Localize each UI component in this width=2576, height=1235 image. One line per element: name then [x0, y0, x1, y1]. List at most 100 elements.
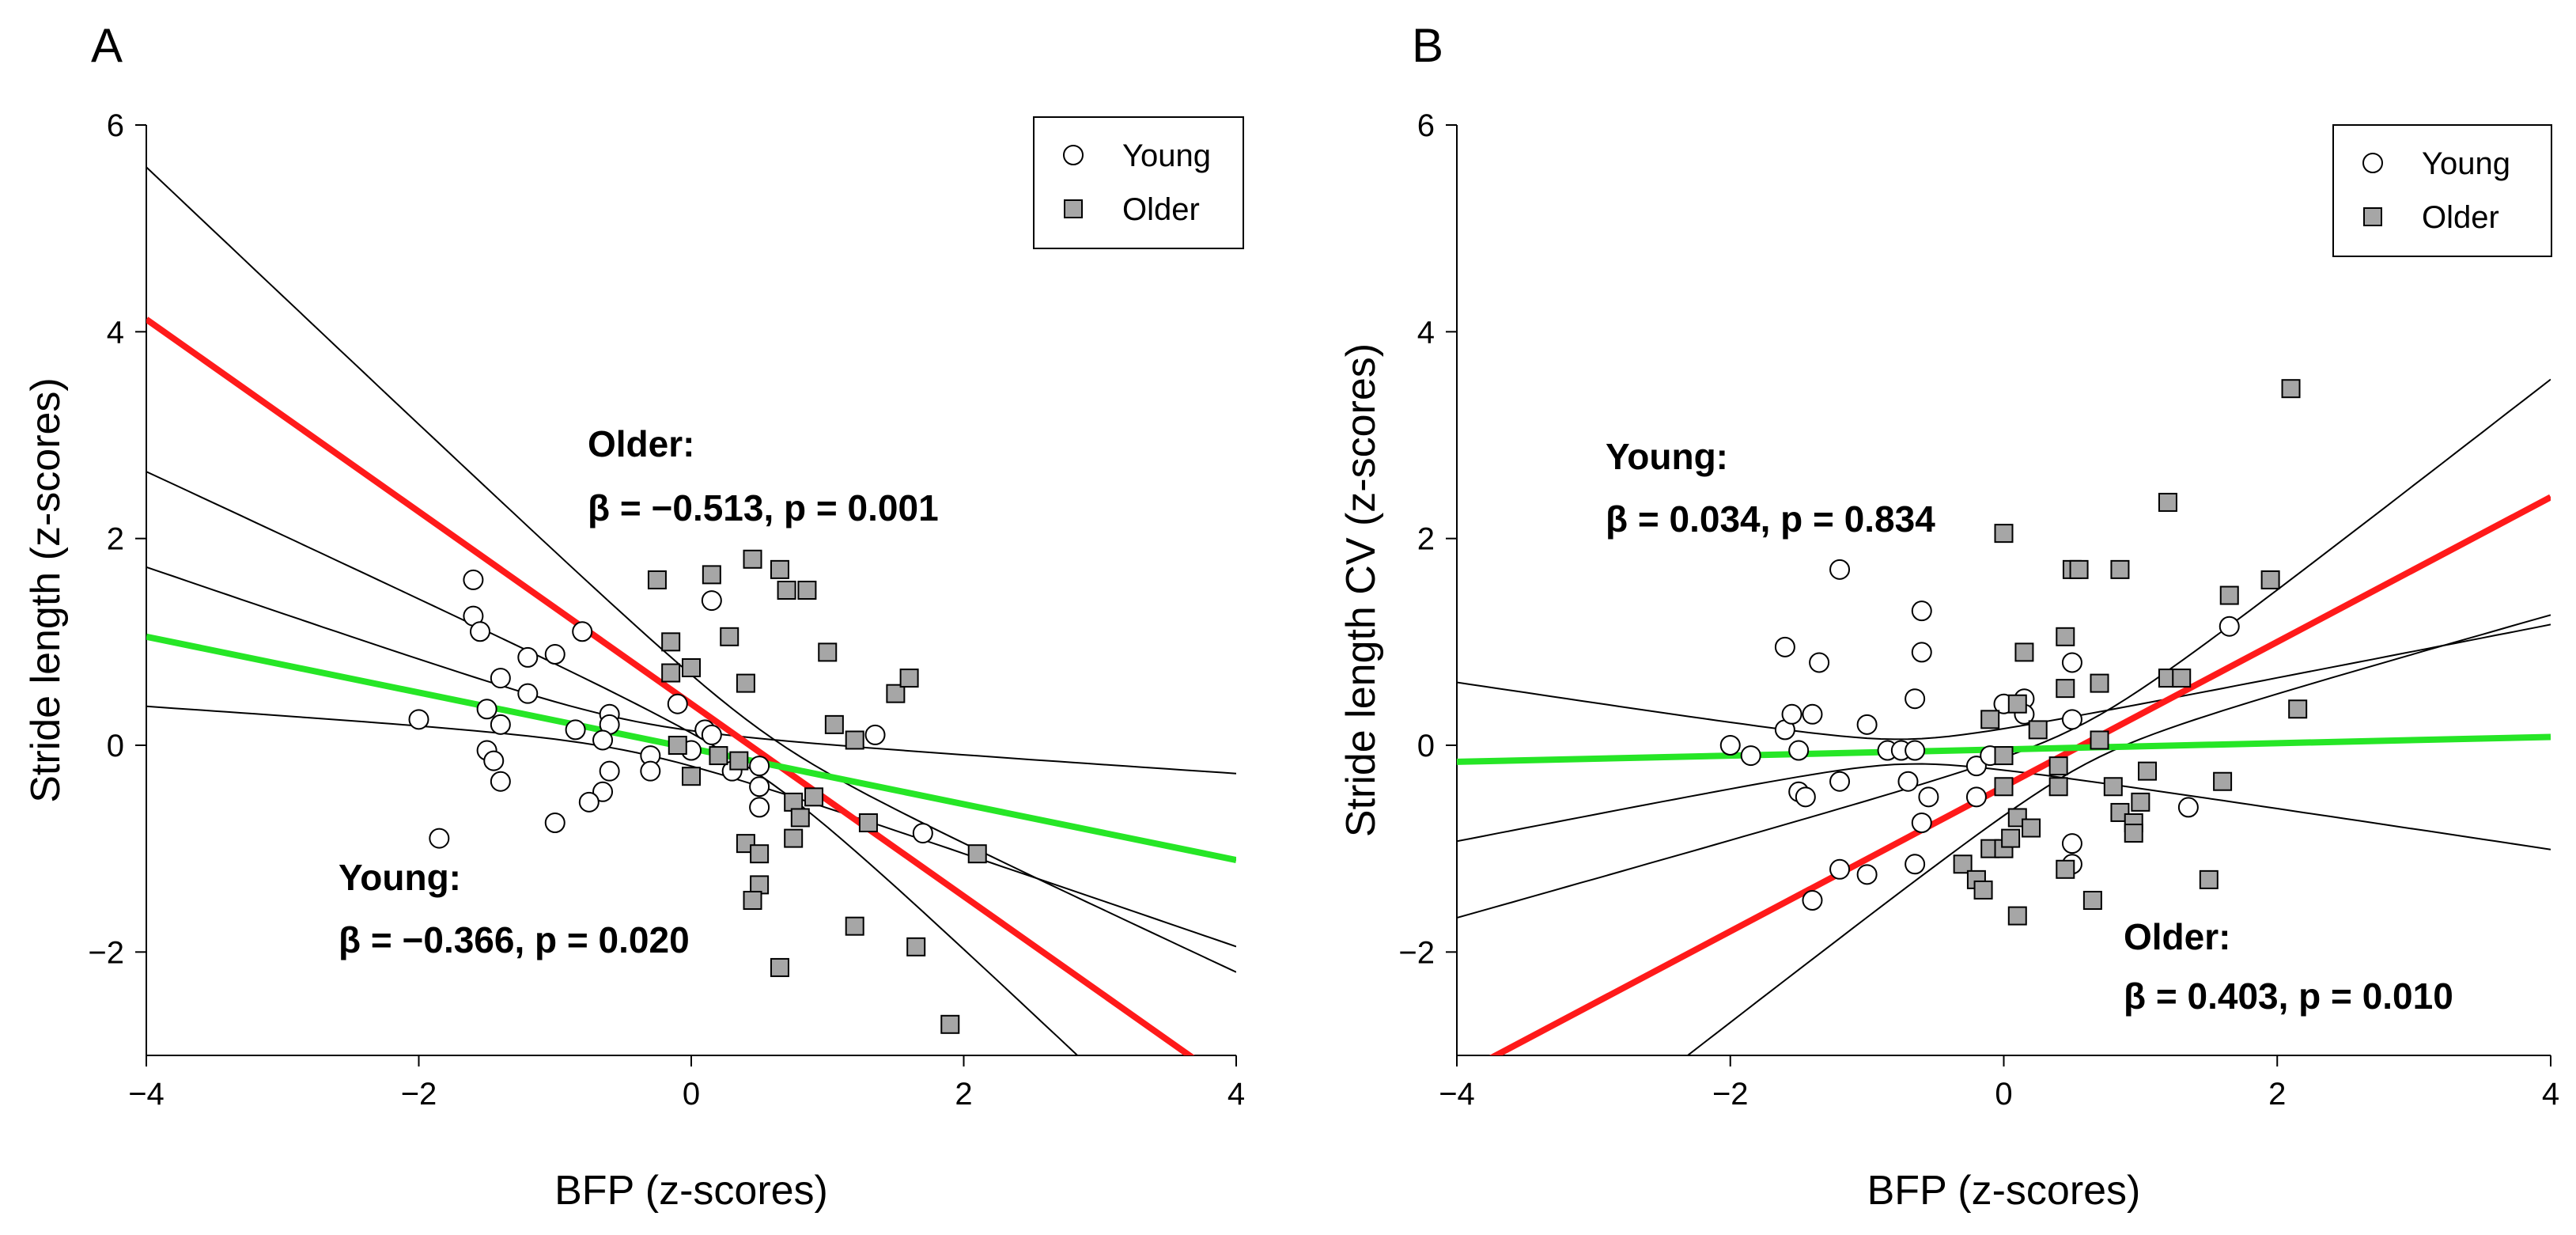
point-young	[1740, 745, 1761, 767]
point-older	[702, 565, 721, 585]
point-young	[1905, 740, 1926, 761]
point-older	[2103, 777, 2123, 797]
y-tick-label: 2	[1417, 522, 1435, 557]
point-young	[1897, 771, 1919, 792]
point-older	[770, 957, 789, 977]
point-older	[2172, 669, 2192, 688]
annotation-young-title: Young:	[339, 857, 461, 898]
point-young	[578, 791, 600, 813]
point-young	[517, 646, 539, 668]
annotation-older-stats: β = −0.513, p = 0.001	[588, 487, 939, 528]
point-young	[476, 699, 497, 720]
point-young	[1911, 642, 1932, 663]
point-young	[592, 729, 614, 751]
point-young	[1774, 636, 1795, 657]
point-older	[2056, 627, 2075, 646]
x-tick-label: 0	[1995, 1077, 2012, 1112]
point-young	[1781, 703, 1802, 725]
point-older	[2158, 492, 2177, 512]
point-older	[661, 632, 681, 652]
point-older	[1953, 854, 1973, 874]
point-older	[2281, 379, 2301, 399]
point-young	[1911, 600, 1932, 622]
y-tick-label: 2	[107, 522, 124, 557]
point-young	[429, 828, 450, 849]
older-fitline	[146, 316, 1195, 1055]
legend-label-older: Older	[1122, 192, 1200, 227]
panel-a: A −2 0 2 4 6 −4 −2 0 2 4 BFP (z-scores) Stride lengt…	[23, 19, 1245, 1214]
x-tick-label: 2	[955, 1077, 972, 1112]
point-older	[1973, 880, 1993, 900]
point-young	[544, 644, 566, 665]
point-young	[1905, 688, 1926, 710]
confidence-band-lower	[146, 471, 1079, 1055]
annotation-older-title: Older:	[2124, 916, 2230, 957]
point-older	[845, 916, 864, 936]
point-young	[544, 813, 566, 833]
point-older	[2124, 824, 2143, 843]
legend-label-young: Young	[2422, 146, 2510, 181]
point-young	[470, 621, 491, 642]
point-young	[490, 714, 511, 735]
point-older	[682, 658, 701, 677]
point-young	[1809, 652, 1830, 673]
point-young	[1802, 703, 1823, 725]
legend-marker-older	[2363, 207, 2382, 226]
x-tick-label: −4	[1439, 1077, 1475, 1112]
point-older	[1980, 710, 2000, 729]
y-tick-label: 6	[107, 108, 124, 143]
point-older	[2260, 570, 2280, 589]
confidence-band-lower	[146, 705, 1236, 948]
plot-area	[146, 166, 1236, 1055]
point-older	[2007, 906, 2027, 926]
point-older	[2288, 699, 2308, 719]
confidence-band-upper	[146, 166, 1236, 973]
point-older	[2001, 828, 2021, 848]
point-older	[967, 844, 987, 864]
point-older	[743, 549, 762, 569]
point-young	[565, 719, 586, 741]
point-young	[572, 621, 593, 642]
point-older	[2082, 891, 2102, 910]
point-young	[2219, 616, 2240, 637]
legend-box	[2332, 124, 2552, 257]
point-older	[899, 669, 919, 688]
point-older	[906, 937, 926, 957]
point-older	[2048, 756, 2068, 776]
point-young	[864, 724, 886, 745]
point-older	[2199, 869, 2219, 889]
y-tick-label: 0	[1417, 729, 1435, 763]
point-young	[599, 760, 620, 782]
x-axis-title: BFP (z-scores)	[1867, 1168, 2141, 1214]
legend-box	[1033, 116, 1244, 249]
point-older	[858, 813, 878, 832]
legend: Young Older	[2332, 124, 2552, 257]
confidence-band-upper	[146, 566, 1236, 775]
point-older	[720, 627, 740, 646]
x-tick-label: 4	[1227, 1077, 1245, 1112]
point-young	[701, 590, 722, 612]
point-older	[668, 736, 687, 755]
point-young	[1802, 890, 1823, 911]
point-young	[1829, 771, 1851, 792]
legend-label-young: Young	[1122, 138, 1211, 173]
point-young	[1918, 786, 1939, 808]
point-older	[682, 767, 701, 786]
point-older	[777, 581, 796, 600]
point-older	[2022, 818, 2041, 838]
point-young	[1856, 864, 1878, 885]
point-older	[784, 828, 804, 848]
point-young	[1905, 854, 1926, 875]
x-tick-label: −2	[401, 1077, 437, 1112]
point-older	[2090, 673, 2109, 693]
point-young	[483, 750, 505, 771]
legend-marker-older	[1064, 199, 1083, 218]
point-young	[1829, 559, 1851, 580]
point-older	[2213, 771, 2233, 791]
point-older	[2069, 559, 2089, 579]
x-tick-label: 4	[2542, 1077, 2559, 1112]
legend-label-older: Older	[2422, 200, 2499, 235]
point-older	[2110, 559, 2130, 579]
point-young	[667, 693, 688, 714]
